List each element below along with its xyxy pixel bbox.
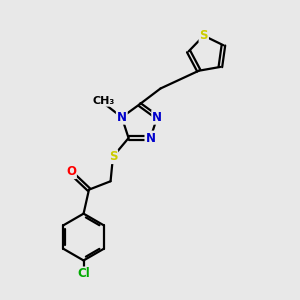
Text: N: N	[146, 131, 155, 145]
Text: O: O	[66, 165, 76, 178]
Text: N: N	[152, 111, 162, 124]
Text: CH₃: CH₃	[92, 96, 114, 106]
Text: N: N	[117, 111, 127, 124]
Text: Cl: Cl	[77, 267, 90, 280]
Text: S: S	[200, 29, 208, 42]
Text: S: S	[109, 150, 117, 163]
